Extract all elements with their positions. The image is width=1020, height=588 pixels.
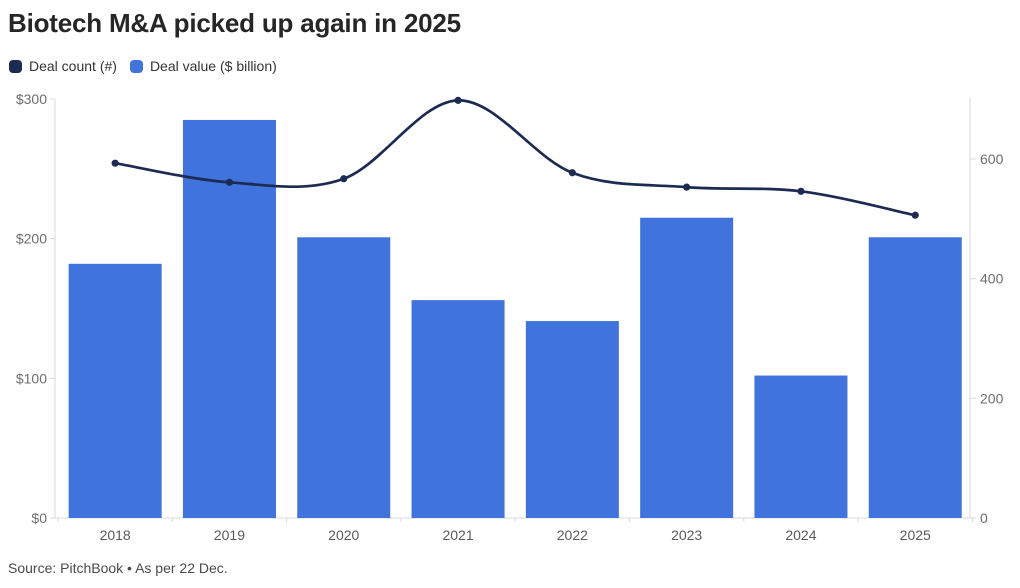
right-axis-tick-label: 600 — [980, 151, 1004, 167]
left-axis-tick-label: $100 — [16, 370, 47, 386]
year-label-2022: 2022 — [557, 527, 588, 543]
line-dot-2019 — [225, 178, 234, 186]
legend-label-deal-count: Deal count (#) — [29, 58, 117, 74]
left-axis-tick-label: $0 — [31, 510, 47, 526]
year-label-2021: 2021 — [442, 527, 473, 543]
year-label-2020: 2020 — [328, 527, 359, 543]
bar-2025 — [868, 237, 962, 518]
line-dot-2021 — [454, 96, 462, 104]
year-label-2024: 2024 — [785, 527, 816, 543]
bar-2020 — [297, 237, 391, 518]
legend-item-deal-value: Deal value ($ billion) — [129, 58, 277, 74]
left-axis-tick-label: $200 — [16, 231, 47, 247]
bar-2022 — [525, 321, 619, 518]
year-label-2023: 2023 — [671, 527, 702, 543]
year-label-2018: 2018 — [100, 527, 131, 543]
bar-2023 — [640, 217, 734, 518]
left-axis-tick-label: $300 — [16, 91, 47, 107]
right-axis-tick-label: 200 — [980, 390, 1004, 406]
year-label-2019: 2019 — [214, 527, 245, 543]
right-axis-tick-label: 0 — [980, 510, 988, 526]
line-dot-2020 — [340, 175, 348, 183]
bar-2018 — [68, 263, 162, 518]
line-dot-2018 — [111, 159, 119, 167]
bar-2021 — [411, 300, 505, 518]
deal-value-swatch-icon — [129, 59, 143, 73]
line-dot-2025 — [911, 211, 919, 219]
line-dot-2022 — [568, 169, 576, 177]
chart-legend: Deal count (#) Deal value ($ billion) — [9, 58, 277, 74]
legend-label-deal-value: Deal value ($ billion) — [149, 58, 277, 74]
deal-count-line — [113, 99, 917, 217]
deal-count-swatch-icon — [9, 59, 22, 73]
line-dot-2023 — [683, 183, 691, 191]
line-dot-2024 — [797, 187, 805, 195]
chart-title: Biotech M&A picked up again in 2025 — [8, 8, 461, 38]
right-axis-tick-label: 400 — [980, 271, 1004, 287]
bar-2024 — [754, 375, 848, 518]
legend-item-deal-count: Deal count (#) — [9, 58, 117, 74]
source-note: Source: PitchBook • As per 22 Dec. — [8, 560, 228, 576]
year-label-2025: 2025 — [900, 527, 931, 543]
